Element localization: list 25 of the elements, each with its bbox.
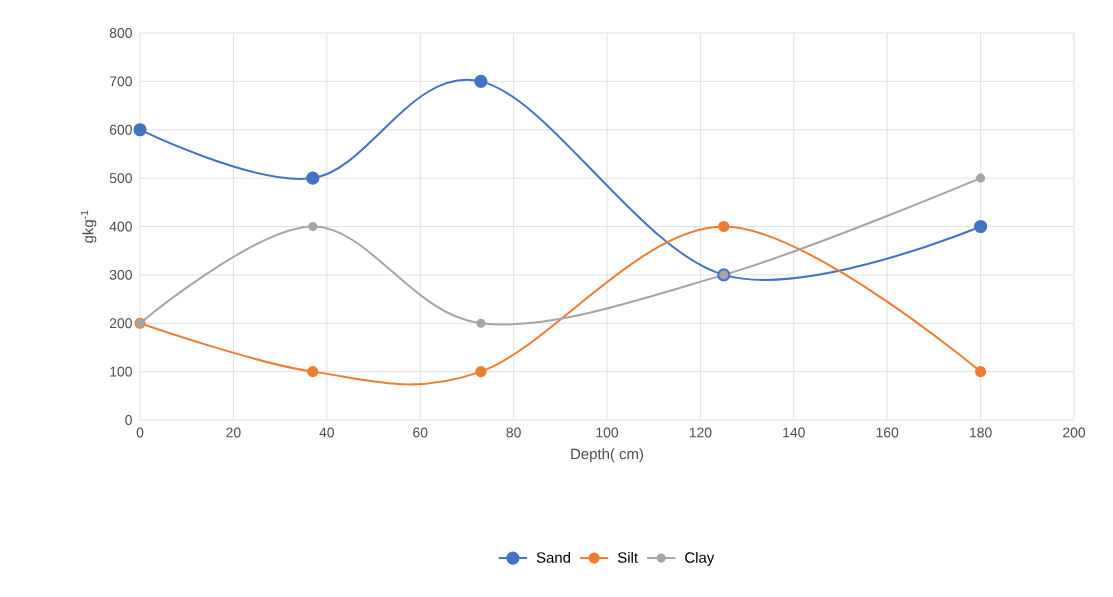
x-tick-label: 100: [596, 427, 619, 438]
y-axis-title: gkg$^{-1}$: [80, 210, 97, 243]
x-tick-label: 80: [506, 427, 521, 438]
x-tick-label: 60: [413, 427, 428, 438]
x-tick-label: 160: [876, 427, 899, 438]
y-tick-label: 100: [110, 366, 132, 377]
y-tick-label: 800: [109, 28, 132, 38]
legend-label: Clay: [685, 551, 715, 566]
x-tick-label: 0: [136, 427, 144, 438]
y-tick-label: 400: [109, 221, 132, 232]
y-tick-label: 700: [109, 76, 132, 87]
y-tick-label: 0: [125, 415, 132, 425]
y-tick-label: 600: [109, 124, 132, 135]
legend-label: Silt: [617, 551, 638, 563]
y-tick-label: 500: [109, 173, 132, 184]
x-tick-label: 180: [970, 427, 992, 438]
x-tick-label: 20: [226, 427, 241, 438]
x-tick-label: 120: [689, 427, 712, 438]
x-axis-title: Depth( cm): [571, 448, 644, 463]
y-tick-label: 200: [109, 318, 132, 329]
x-tick-label: 140: [783, 427, 805, 438]
legend-label: Sand: [536, 551, 570, 563]
x-tick-label: 200: [1063, 427, 1086, 438]
x-tick-label: 40: [319, 427, 335, 438]
y-tick-label: 300: [109, 269, 132, 280]
